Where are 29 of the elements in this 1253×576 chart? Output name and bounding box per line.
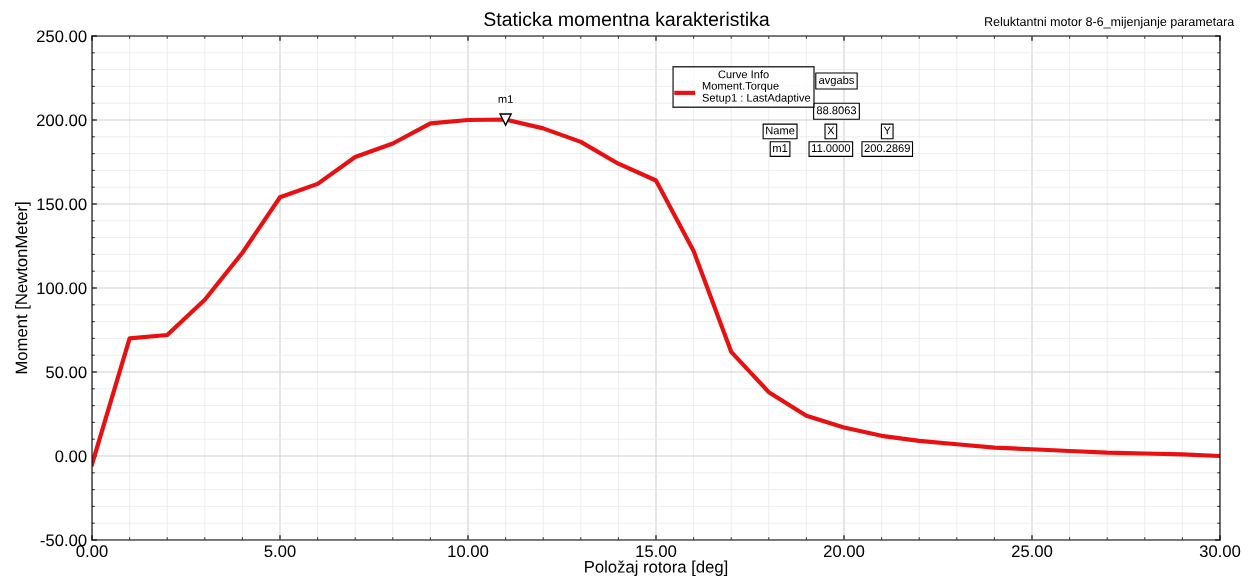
chart-title: Staticka momentna karakteristika [484, 11, 770, 27]
y-tick-label: 200.00 [37, 114, 87, 127]
y-tick-label: 150.00 [37, 198, 87, 211]
annotation: 11.0000 [812, 144, 851, 153]
annotation: m1 [498, 95, 513, 103]
x-tick-label: 5.00 [264, 545, 296, 558]
annotation: 88.8063 [816, 106, 857, 115]
annotation: m1 [773, 144, 788, 152]
x-tick-label: 10.00 [448, 545, 489, 558]
chart-subtitle: Reluktantni motor 8-6_mijenjanje parametara [985, 16, 1235, 29]
x-axis-title: Položaj rotora [deg] [585, 560, 728, 576]
y-tick-label: 50.00 [46, 366, 87, 379]
y-axis-title: Moment [NewtonMeter] [15, 202, 31, 374]
y-tick-label: 250.00 [37, 30, 87, 43]
annotation: 200.2869 [864, 144, 910, 153]
x-tick-label: 0.00 [76, 545, 108, 558]
y-tick-label: 0.00 [55, 450, 87, 463]
annotation: X [827, 126, 835, 135]
x-tick-label: 30.00 [1199, 545, 1241, 558]
x-tick-label: 20.00 [823, 545, 865, 558]
x-tick-label: 15.00 [636, 545, 677, 558]
annotation: avgabs [819, 75, 854, 87]
annotation: Name [766, 126, 795, 135]
legend-label: Moment.Torque Setup1 : LastAdaptive [702, 81, 811, 104]
annotation: Y [883, 126, 891, 135]
y-tick-label: 100.00 [37, 282, 87, 295]
x-tick-label: 25.00 [1011, 545, 1053, 558]
legend-title: Curve Info [718, 70, 769, 79]
y-tick-label: -50.00 [40, 534, 87, 547]
